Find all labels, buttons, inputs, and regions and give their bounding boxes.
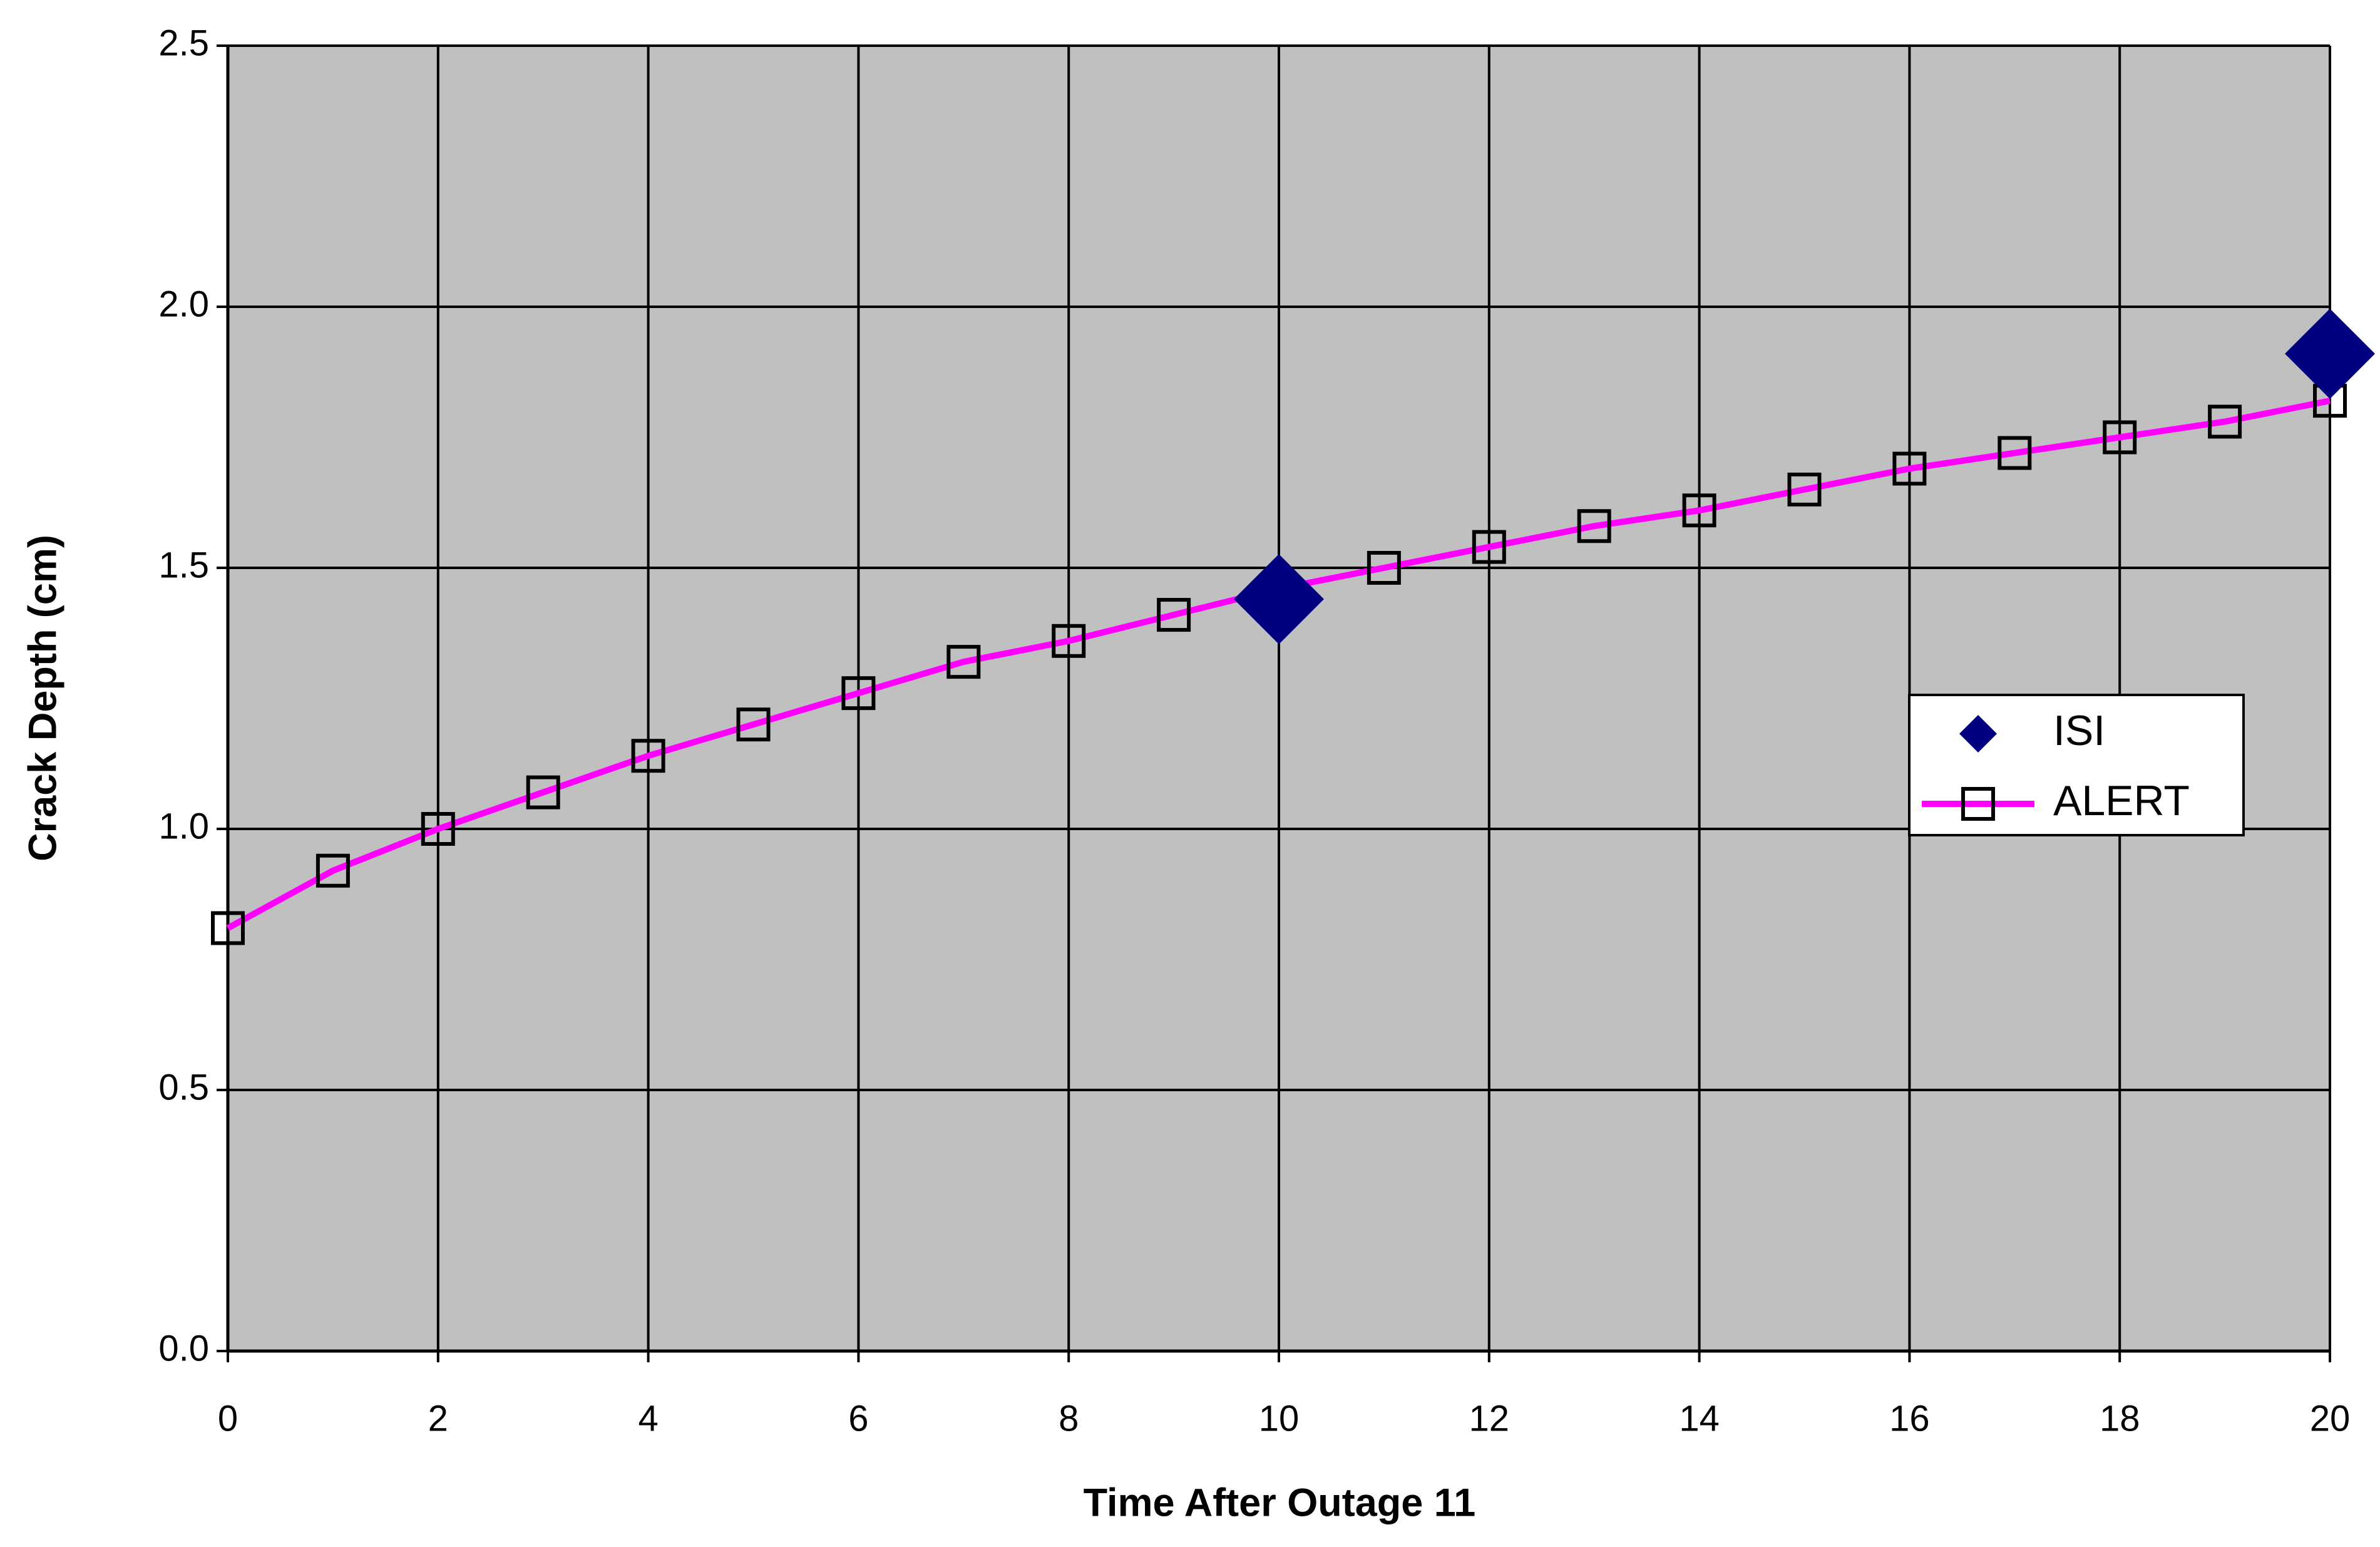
data-point [1787, 472, 1822, 506]
data-point [1157, 598, 1191, 632]
y-tick-label: 2.5 [158, 23, 209, 63]
data-point [1367, 551, 1401, 585]
y-tick-label: 2.0 [158, 284, 209, 324]
legend: ISI ALERT [1908, 694, 2245, 836]
y-tick-label: 1.5 [158, 545, 209, 585]
data-point [1234, 554, 1324, 645]
data-point [421, 812, 455, 846]
y-axis-title: Crack Depth (cm) [21, 535, 65, 861]
x-tick-label: 10 [1259, 1398, 1300, 1439]
x-axis-title: Time After Outage 11 [1084, 1481, 1476, 1525]
data-point [631, 739, 665, 773]
legend-marker [1961, 787, 1995, 821]
x-tick-label: 16 [1889, 1398, 1930, 1439]
data-point [2285, 309, 2375, 399]
data-point [315, 853, 350, 888]
data-point [1472, 530, 1506, 564]
x-tick-label: 8 [1059, 1398, 1079, 1439]
x-tick-label: 18 [2100, 1398, 2140, 1439]
y-tick-label: 0.0 [158, 1328, 209, 1369]
legend-marker [1959, 715, 1997, 753]
x-tick-label: 0 [218, 1398, 238, 1439]
data-point [2103, 420, 2137, 455]
x-tick-label: 12 [1469, 1398, 1510, 1439]
data-point [526, 775, 560, 809]
data-point [736, 707, 771, 742]
data-point [946, 645, 981, 679]
data-point [2208, 404, 2242, 439]
y-tick-label: 0.5 [158, 1067, 209, 1108]
x-tick-label: 2 [428, 1398, 448, 1439]
x-tick-label: 6 [848, 1398, 868, 1439]
data-point [841, 676, 876, 711]
data-point [1998, 436, 2032, 470]
data-point [1577, 509, 1611, 543]
y-tick-label: 1.0 [158, 806, 209, 846]
data-point [1052, 624, 1086, 658]
x-tick-label: 20 [2310, 1398, 2351, 1439]
data-point [211, 911, 245, 945]
data-point [1892, 451, 1927, 486]
legend-label: ISI [2053, 707, 2105, 754]
x-tick-label: 4 [638, 1398, 658, 1439]
x-tick-label: 14 [1679, 1398, 1720, 1439]
legend-label: ALERT [2053, 777, 2190, 825]
data-point [1682, 493, 1716, 528]
